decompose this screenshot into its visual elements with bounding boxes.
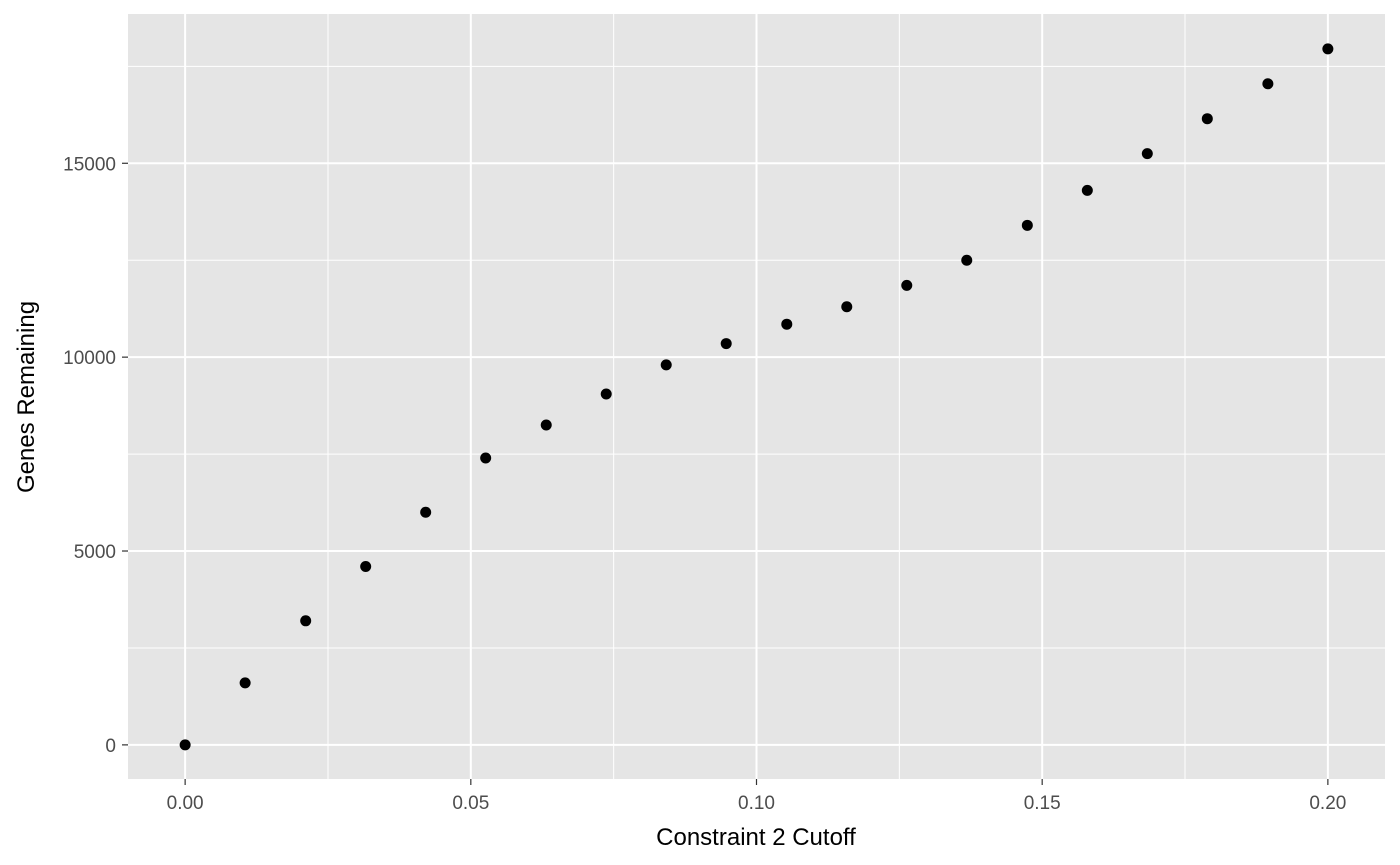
x-axis-title: Constraint 2 Cutoff [656, 824, 856, 851]
x-tick-label: 0.00 [167, 793, 204, 814]
data-point [660, 359, 672, 371]
data-point [540, 419, 552, 431]
data-point [300, 615, 312, 627]
data-point [600, 388, 612, 400]
data-point [781, 318, 793, 330]
data-point [480, 452, 492, 464]
data-point [1201, 113, 1213, 125]
x-tick-label: 0.20 [1309, 793, 1346, 814]
y-tick-label: 10000 [63, 348, 116, 369]
data-point [1081, 184, 1093, 196]
data-point [1322, 43, 1334, 55]
data-point [901, 279, 913, 291]
x-axis: 0.00 0.05 0.10 0.15 0.20 [167, 779, 1346, 814]
major-gridlines [128, 14, 1385, 779]
data-point [841, 301, 853, 313]
data-point [720, 338, 732, 350]
data-point [1262, 78, 1274, 90]
y-axis-title: Genes Remaining [13, 301, 40, 493]
x-tick-label: 0.15 [1024, 793, 1061, 814]
data-point [420, 506, 432, 518]
x-tick-label: 0.05 [452, 793, 489, 814]
data-point [239, 677, 251, 689]
data-point [1021, 219, 1033, 231]
data-point [1141, 148, 1153, 160]
y-axis: 0 5000 10000 15000 [63, 154, 128, 757]
y-tick-label: 5000 [74, 542, 116, 563]
y-tick-label: 15000 [63, 154, 116, 175]
data-point [179, 739, 191, 751]
x-tick-label: 0.10 [738, 793, 775, 814]
y-tick-label: 0 [105, 736, 116, 757]
data-points [179, 43, 1334, 751]
data-point [360, 561, 372, 573]
data-point [961, 254, 973, 266]
